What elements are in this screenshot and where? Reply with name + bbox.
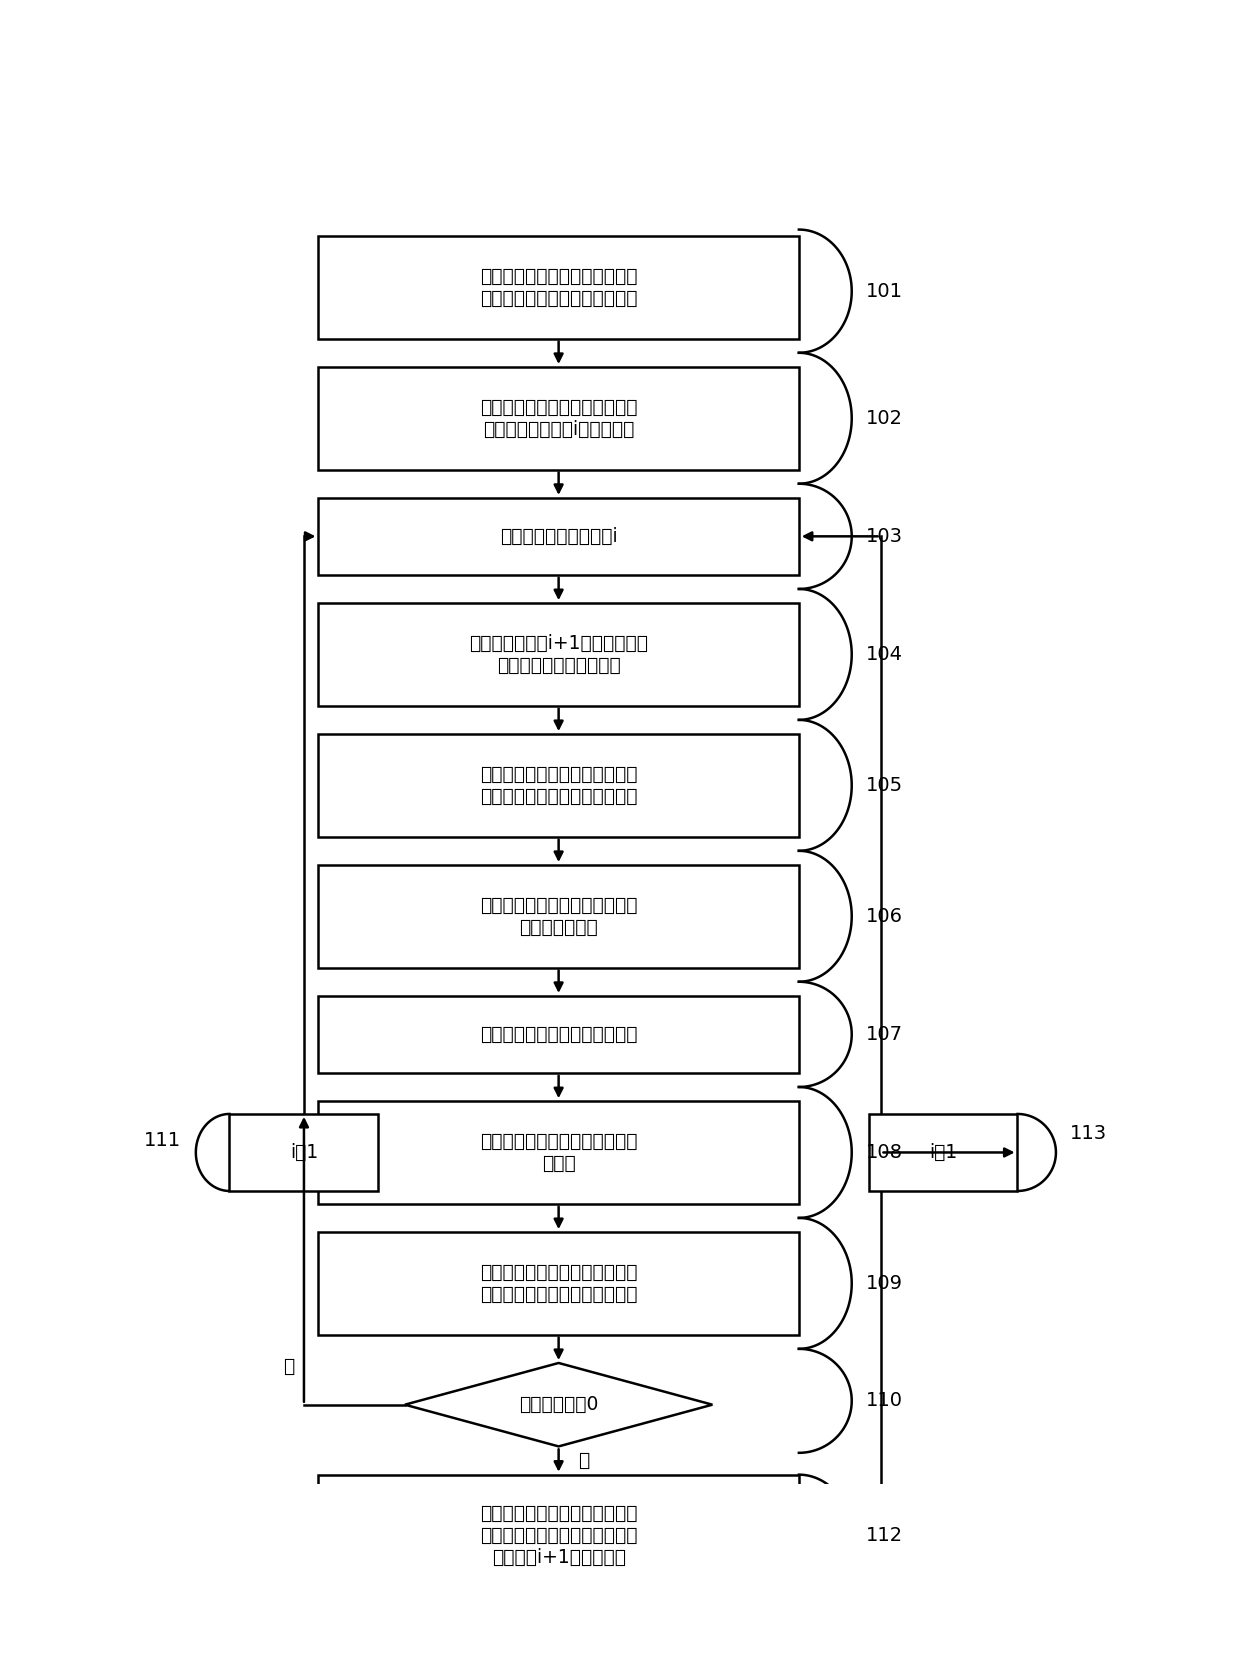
Bar (868, 1114, 1018, 1190)
Text: 102: 102 (866, 408, 903, 428)
Text: 获取车载单元的车辆的速度和位
置信息: 获取车载单元的车辆的速度和位 置信息 (480, 1132, 637, 1174)
Text: 112: 112 (866, 1525, 903, 1545)
Text: 111: 111 (144, 1132, 181, 1150)
Text: i加1: i加1 (929, 1144, 957, 1162)
Text: 113: 113 (1070, 1124, 1107, 1142)
Text: 利用关键车流量、预设启动损失
时间和饱和车头时距计算得到信
号灯相位i+1的绿灯时长: 利用关键车流量、预设启动损失 时间和饱和车头时距计算得到信 号灯相位i+1的绿灯… (480, 1504, 637, 1567)
Bar (319, 1475, 799, 1597)
Bar (319, 865, 799, 967)
Bar (319, 498, 799, 575)
Text: 获取信号灯初始信号方案、预设
启动损失时间和信号灯相位集合: 获取信号灯初始信号方案、预设 启动损失时间和信号灯相位集合 (480, 267, 637, 308)
Text: 执行当前的信号灯相位i: 执行当前的信号灯相位i (500, 527, 618, 545)
Text: 获取车道任意两辆车连续通过停
止线的时间间隔: 获取车道任意两辆车连续通过停 止线的时间间隔 (480, 895, 637, 937)
Text: 110: 110 (866, 1392, 903, 1410)
Text: 101: 101 (866, 282, 903, 300)
Bar (319, 367, 799, 470)
Bar (319, 237, 799, 338)
Bar (319, 1102, 799, 1204)
Text: 比较车辆的速度和位置信息以及
最大滞留车辆数得到关键车流量: 比较车辆的速度和位置信息以及 最大滞留车辆数得到关键车流量 (480, 1264, 637, 1304)
Text: 根据信号灯初始信号方案初始化
当前的信号灯相位i的绿灯时长: 根据信号灯初始信号方案初始化 当前的信号灯相位i的绿灯时长 (480, 398, 637, 438)
Text: 是: 是 (283, 1357, 294, 1375)
Text: 获取信号灯相位i+1对应车道组的
驶入车辆数和驶出车辆数: 获取信号灯相位i+1对应车道组的 驶入车辆数和驶出车辆数 (469, 633, 649, 675)
Text: 104: 104 (866, 645, 903, 663)
Bar (229, 1114, 378, 1190)
Bar (319, 603, 799, 705)
Text: 106: 106 (866, 907, 903, 925)
Text: 103: 103 (866, 527, 903, 545)
Bar (319, 995, 799, 1074)
Text: 利用驶入车辆数和驶出车辆数计
算得到车道组的最大滞留车辆数: 利用驶入车辆数和驶出车辆数计 算得到车道组的最大滞留车辆数 (480, 765, 637, 805)
Text: 利用时间间隔计算饱和车头时距: 利用时间间隔计算饱和车头时距 (480, 1025, 637, 1044)
Bar (319, 733, 799, 837)
Text: 108: 108 (866, 1144, 903, 1162)
Text: i加1: i加1 (290, 1144, 319, 1162)
Text: 否: 否 (578, 1450, 589, 1470)
Text: 107: 107 (866, 1025, 903, 1044)
Text: 关键车流量为0: 关键车流量为0 (518, 1395, 599, 1414)
Polygon shape (404, 1364, 712, 1447)
Bar (319, 1232, 799, 1335)
Text: 105: 105 (866, 775, 903, 795)
Text: 109: 109 (866, 1274, 903, 1294)
